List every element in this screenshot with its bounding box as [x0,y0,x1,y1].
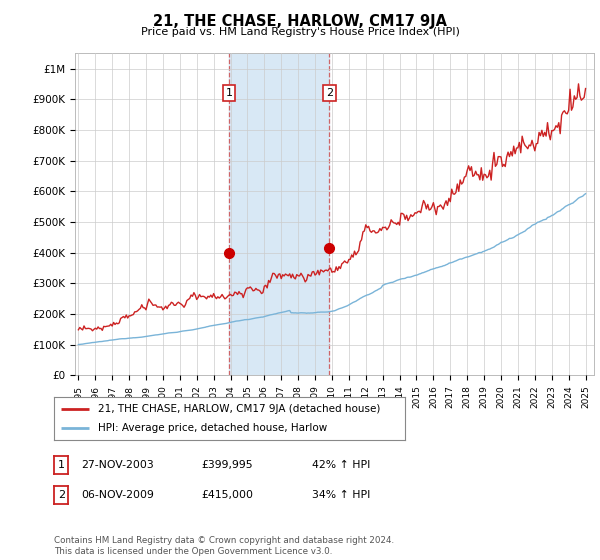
Text: £399,995: £399,995 [201,460,253,470]
Text: Price paid vs. HM Land Registry's House Price Index (HPI): Price paid vs. HM Land Registry's House … [140,27,460,37]
Text: 21, THE CHASE, HARLOW, CM17 9JA (detached house): 21, THE CHASE, HARLOW, CM17 9JA (detache… [98,404,380,413]
Text: 42% ↑ HPI: 42% ↑ HPI [312,460,370,470]
Text: 2: 2 [326,88,333,98]
Text: 21, THE CHASE, HARLOW, CM17 9JA: 21, THE CHASE, HARLOW, CM17 9JA [153,14,447,29]
Text: Contains HM Land Registry data © Crown copyright and database right 2024.
This d: Contains HM Land Registry data © Crown c… [54,536,394,556]
Text: 1: 1 [58,460,65,470]
Text: 2: 2 [58,490,65,500]
Text: £415,000: £415,000 [201,490,253,500]
Text: HPI: Average price, detached house, Harlow: HPI: Average price, detached house, Harl… [98,423,327,433]
Text: 1: 1 [226,88,232,98]
Text: 27-NOV-2003: 27-NOV-2003 [81,460,154,470]
Text: 06-NOV-2009: 06-NOV-2009 [81,490,154,500]
Bar [229,53,329,375]
Text: 34% ↑ HPI: 34% ↑ HPI [312,490,370,500]
